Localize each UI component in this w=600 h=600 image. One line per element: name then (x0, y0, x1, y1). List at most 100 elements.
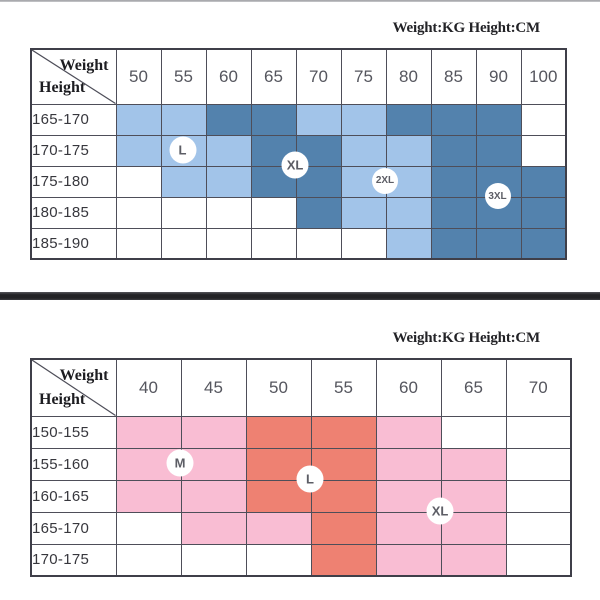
size-cell (115, 511, 182, 545)
size-cell (205, 134, 252, 167)
size-cell (505, 511, 572, 545)
size-cell (475, 134, 522, 167)
size-cell (430, 103, 477, 136)
size-cell (385, 196, 432, 229)
diagonal-line (32, 50, 116, 104)
weight-col-header: 60 (205, 48, 252, 105)
size-cell (250, 196, 297, 229)
size-cell (310, 543, 377, 577)
size-cell (205, 103, 252, 136)
height-row-header: 165-170 (30, 103, 117, 136)
size-cell (160, 103, 207, 136)
size-cell (340, 134, 387, 167)
size-cell (520, 196, 567, 229)
size-cell (115, 543, 182, 577)
weight-col-header: 70 (295, 48, 342, 105)
size-cell (440, 511, 507, 545)
size-cell (160, 196, 207, 229)
size-cell (505, 415, 572, 449)
size-badge: 3XL (484, 183, 511, 209)
weight-col-header: 65 (440, 358, 507, 417)
size-cell (295, 103, 342, 136)
unit-label-lower: Weight:KG Height:CM (392, 330, 541, 346)
size-cell (115, 103, 162, 136)
corner-header-cell: Weight Height (30, 48, 117, 105)
size-table: Weight Height 50 55 60 65 70 75 80 85 90 100 165-170… (30, 48, 567, 260)
weight-axis-label: Weight (59, 367, 109, 384)
size-cell (475, 103, 522, 136)
weight-col-header: 45 (180, 358, 247, 417)
size-cell (385, 103, 432, 136)
height-row-header: 150-155 (30, 415, 117, 449)
size-cell (180, 479, 247, 513)
size-cell (115, 227, 162, 260)
size-cell (245, 415, 312, 449)
size-cell (310, 415, 377, 449)
size-cell (340, 196, 387, 229)
size-cell (505, 447, 572, 481)
height-axis-label: Height (39, 390, 86, 408)
size-cell (245, 543, 312, 577)
size-cell (115, 196, 162, 229)
weight-col-header: 70 (505, 358, 572, 417)
weight-col-header: 50 (245, 358, 312, 417)
size-cell (520, 165, 567, 198)
height-axis-label: Height (39, 78, 86, 96)
size-cell (115, 134, 162, 167)
size-badge: M (166, 449, 194, 477)
weight-axis-label: Weight (59, 57, 109, 74)
size-cell (440, 543, 507, 577)
size-cell (385, 134, 432, 167)
size-cell (430, 134, 477, 167)
top-edge-strip (0, 0, 600, 2)
weight-col-header: 80 (385, 48, 432, 105)
weight-col-header: 55 (310, 358, 377, 417)
weight-col-header: 50 (115, 48, 162, 105)
height-row-header: 170-175 (30, 543, 117, 577)
size-cell (295, 227, 342, 260)
size-cell (250, 103, 297, 136)
size-cell (375, 447, 442, 481)
size-cell (205, 165, 252, 198)
size-cell (520, 134, 567, 167)
size-cell (430, 196, 477, 229)
height-row-header: 160-165 (30, 479, 117, 513)
size-cell (430, 165, 477, 198)
size-cell (340, 227, 387, 260)
size-cell (310, 511, 377, 545)
size-cell (440, 415, 507, 449)
size-cell (205, 196, 252, 229)
height-row-header: 165-170 (30, 511, 117, 545)
size-cell (250, 227, 297, 260)
section-divider (0, 292, 600, 300)
size-cell (430, 227, 477, 260)
size-cell (160, 165, 207, 198)
size-cell (115, 415, 182, 449)
weight-col-header: 90 (475, 48, 522, 105)
weight-col-header: 60 (375, 358, 442, 417)
size-cell (505, 543, 572, 577)
size-cell (520, 103, 567, 136)
size-cell (375, 415, 442, 449)
size-cell (115, 165, 162, 198)
size-cell (475, 227, 522, 260)
weight-col-header: 65 (250, 48, 297, 105)
corner-header-cell: Weight Height (30, 358, 117, 417)
weight-col-header: 40 (115, 358, 182, 417)
size-cell (180, 415, 247, 449)
size-badge: L (169, 136, 196, 163)
size-badge: 2XL (372, 167, 398, 194)
size-cell (205, 227, 252, 260)
weight-col-header: 75 (340, 48, 387, 105)
height-row-header: 170-175 (30, 134, 117, 167)
size-cell (385, 227, 432, 260)
upper-size-chart: Weight Height 50 55 60 65 70 75 80 85 90 100 165-170… (30, 48, 567, 260)
height-row-header: 155-160 (30, 447, 117, 481)
size-cell (115, 479, 182, 513)
size-cell (295, 196, 342, 229)
unit-label-upper: Weight:KG Height:CM (392, 20, 541, 36)
size-cell (440, 447, 507, 481)
height-row-header: 185-190 (30, 227, 117, 260)
size-badge: XL (281, 151, 309, 179)
